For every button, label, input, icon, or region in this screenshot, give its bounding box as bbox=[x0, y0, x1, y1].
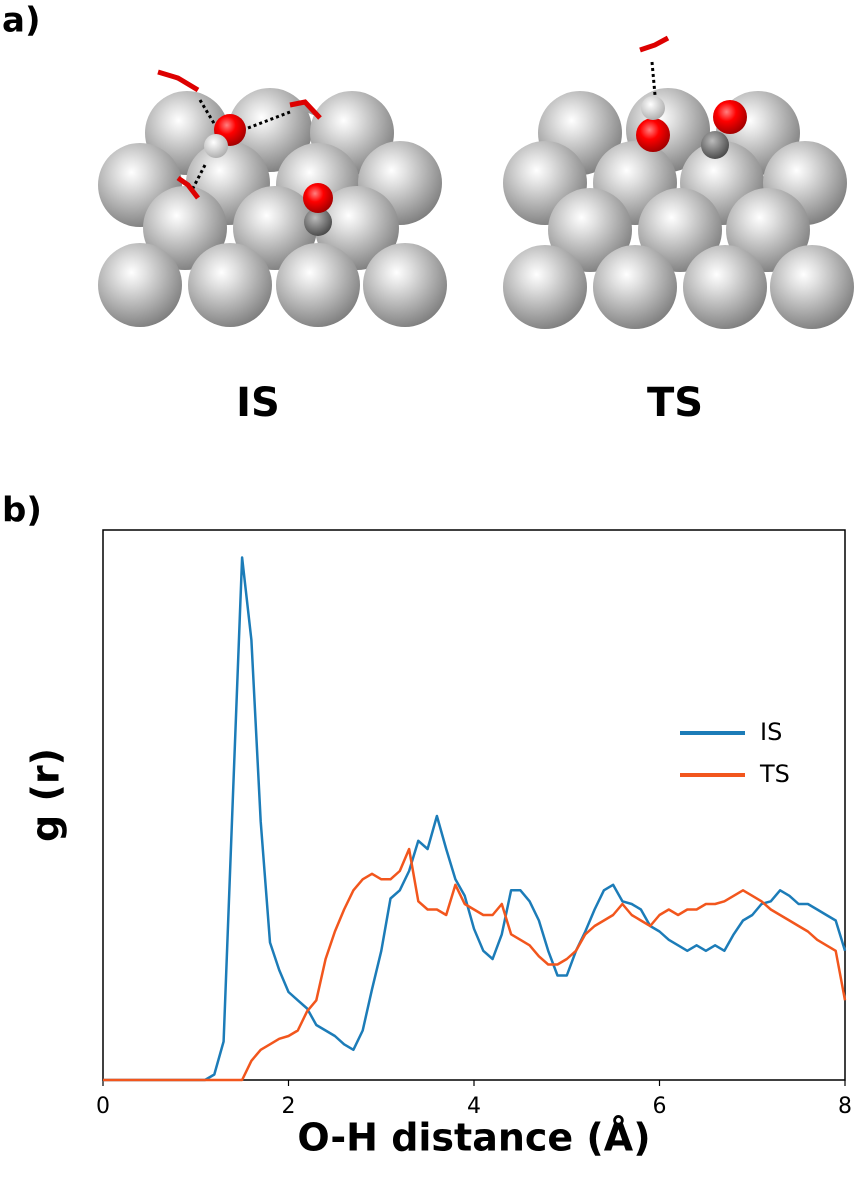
panel-label: a) bbox=[2, 1, 40, 41]
plot-frame bbox=[102, 529, 846, 1081]
x-tick-label: 2 bbox=[282, 1094, 296, 1119]
line-series bbox=[103, 847, 847, 1082]
y-axis-label: g (r) bbox=[24, 748, 68, 842]
x-tick-label: 0 bbox=[96, 1094, 110, 1119]
is-structure bbox=[98, 69, 447, 327]
structure-label: TS bbox=[647, 380, 703, 426]
legend-label: TS bbox=[759, 760, 790, 788]
legend-label: IS bbox=[760, 718, 782, 746]
panel-label: b) bbox=[2, 491, 42, 531]
line-series bbox=[103, 556, 847, 1082]
structure-label: IS bbox=[236, 380, 280, 426]
x-tick-label: 8 bbox=[838, 1094, 852, 1119]
x-tick-label: 6 bbox=[653, 1094, 667, 1119]
ts-structure bbox=[503, 35, 854, 329]
x-tick-label: 4 bbox=[467, 1094, 481, 1119]
x-axis-label: O-H distance (Å) bbox=[297, 1116, 650, 1160]
